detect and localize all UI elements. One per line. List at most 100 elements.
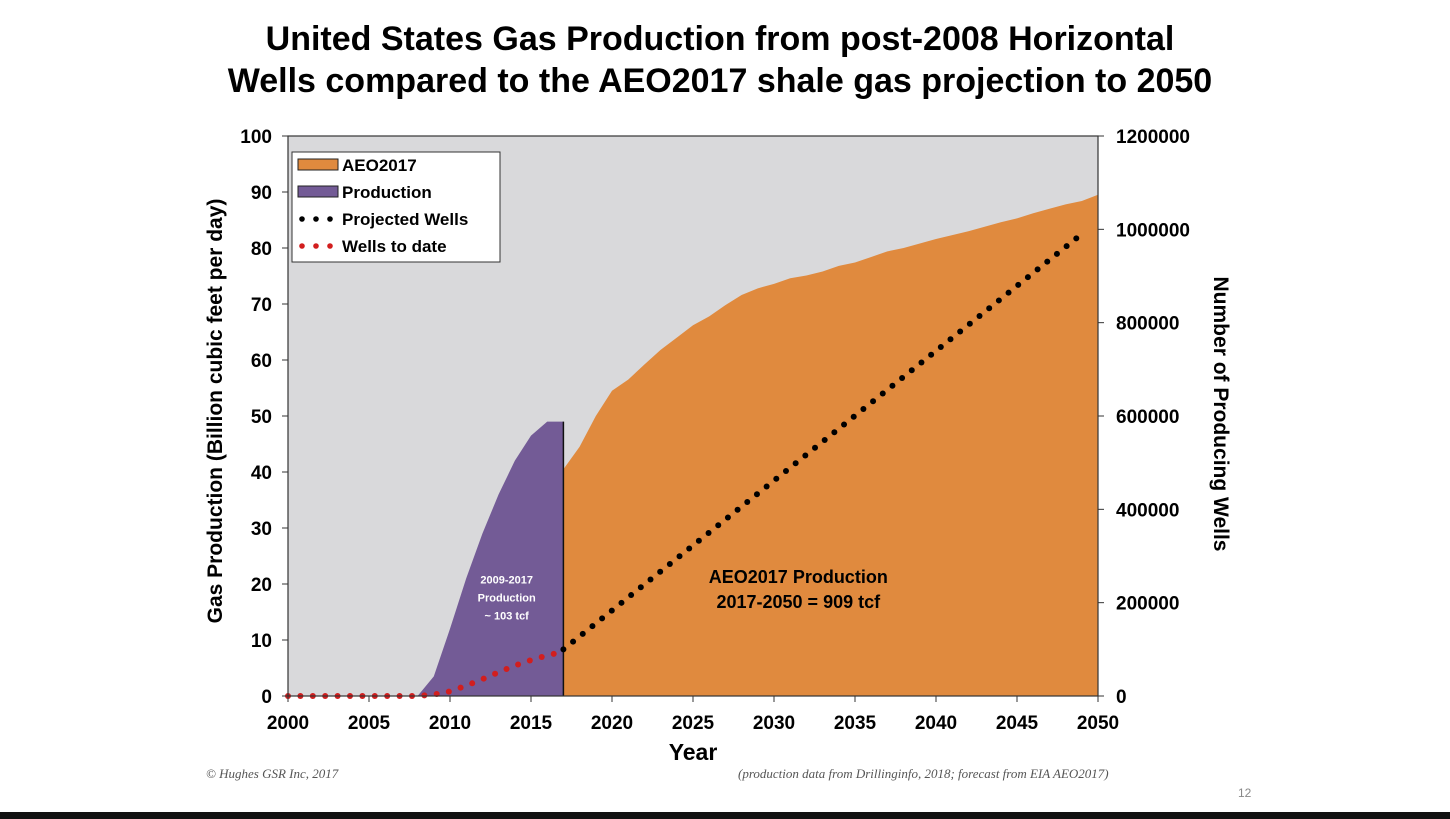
annotation-text-2: AEO2017 Production (709, 567, 888, 587)
chart-title-line2: Wells compared to the AEO2017 shale gas … (227, 62, 1213, 100)
y-tick-label: 50 (251, 407, 272, 428)
projected-wells-dot (821, 436, 828, 443)
projected-wells-dot (1024, 274, 1031, 281)
projected-wells-dot (1063, 243, 1070, 250)
x-tick-label: 2045 (996, 713, 1039, 734)
annotation-text-2: 2017-2050 = 909 tcf (716, 592, 881, 612)
projected-wells-dot (889, 382, 896, 389)
projected-wells-dot (928, 351, 935, 358)
y2-tick-label: 600000 (1116, 407, 1179, 428)
projected-wells-dot (676, 553, 683, 560)
projected-wells-dot (705, 530, 712, 537)
wells-to-date-dot (526, 657, 533, 664)
y-tick-label: 40 (251, 463, 272, 484)
projected-wells-dot (1044, 258, 1051, 265)
x-tick-label: 2030 (753, 713, 795, 734)
annotation-text-1: ~ 103 tcf (485, 611, 530, 623)
legend-label: Wells to date (342, 237, 447, 256)
projected-wells-dot (947, 336, 954, 343)
legend-swatch (297, 185, 339, 198)
chart-title-line1: United States Gas Production from post-2… (265, 20, 1175, 58)
y2-tick-label: 400000 (1116, 500, 1179, 521)
projected-wells-dot (995, 297, 1002, 304)
source-footer: (production data from Drillinginfo, 2018… (738, 766, 1109, 781)
projected-wells-dot (1005, 289, 1012, 296)
wells-to-date-dot (445, 688, 452, 695)
x-tick-label: 2040 (915, 713, 957, 734)
projected-wells-dot (666, 561, 673, 568)
x-axis-title: Year (669, 739, 718, 765)
x-tick-label: 2020 (591, 713, 633, 734)
projected-wells-dot (715, 522, 722, 529)
legend-swatch-dot (313, 243, 319, 249)
projected-wells-dot (850, 413, 857, 420)
y-tick-label: 30 (251, 519, 272, 540)
projected-wells-dot (724, 514, 731, 521)
projected-wells-dot (870, 398, 877, 405)
y-tick-label: 100 (240, 127, 272, 148)
projected-wells-dot (773, 475, 780, 482)
legend-swatch-dot (327, 243, 333, 249)
projected-wells-dot (841, 421, 848, 428)
projected-wells-dot (966, 320, 973, 327)
copyright-footer: © Hughes GSR Inc, 2017 (206, 766, 339, 781)
y-tick-label: 90 (251, 183, 272, 204)
legend-label: Production (342, 183, 432, 202)
projected-wells-dot (1034, 266, 1041, 273)
bottom-divider (0, 812, 1450, 819)
projected-wells-dot (831, 429, 838, 436)
projected-wells-dot (792, 460, 799, 467)
projected-wells-dot (782, 468, 789, 475)
y-tick-label: 80 (251, 239, 272, 260)
projected-wells-dot (879, 390, 886, 397)
wells-to-date-dot (550, 650, 557, 657)
y2-tick-label: 1200000 (1116, 127, 1190, 148)
y2-tick-label: 0 (1116, 687, 1127, 708)
projected-wells-dot (657, 568, 664, 575)
x-tick-label: 2005 (348, 713, 391, 734)
y-tick-label: 20 (251, 575, 272, 596)
legend-label: AEO2017 (342, 156, 417, 175)
aeo2017-area (563, 194, 1098, 697)
projected-wells-dot (899, 374, 906, 381)
projected-wells-dot (812, 444, 819, 451)
projected-wells-dot (744, 499, 751, 506)
projected-wells-dot (753, 491, 760, 498)
y-tick-label: 0 (261, 687, 272, 708)
projected-wells-dot (589, 623, 596, 630)
wells-to-date-dot (515, 661, 522, 668)
y-tick-label: 10 (251, 631, 272, 652)
y2-axis-title: Number of Producing Wells (1209, 277, 1232, 552)
projected-wells-dot (1053, 250, 1060, 257)
legend-swatch-dot (313, 216, 319, 222)
x-tick-label: 2010 (429, 713, 471, 734)
legend-swatch-dot (299, 216, 305, 222)
projected-wells-dot (937, 343, 944, 350)
projected-wells-dot (637, 584, 644, 591)
projected-wells-dot (686, 545, 693, 552)
wells-to-date-dot (503, 665, 510, 672)
y2-tick-label: 800000 (1116, 314, 1179, 335)
projected-wells-dot (608, 607, 615, 614)
wells-to-date-dot (538, 653, 545, 660)
legend-swatch (297, 158, 339, 171)
wells-to-date-dot (469, 680, 476, 687)
legend-label: Projected Wells (342, 210, 468, 229)
wells-to-date-dot (480, 675, 487, 682)
projected-wells-dot (579, 630, 586, 637)
projected-wells-dot (1073, 235, 1080, 242)
projected-wells-dot (1015, 281, 1022, 288)
x-tick-label: 2000 (267, 713, 309, 734)
projected-wells-dot (628, 592, 635, 599)
projected-wells-dot (957, 328, 964, 335)
slide-number: 12 (1238, 786, 1252, 800)
wells-to-date-dot (457, 684, 464, 691)
legend-swatch-dot (299, 243, 305, 249)
projected-wells-dot (560, 646, 567, 653)
projected-wells-dot (918, 359, 925, 366)
production-area (417, 421, 564, 696)
wells-to-date-dot (492, 670, 499, 677)
y-tick-label: 60 (251, 351, 272, 372)
projected-wells-dot (802, 452, 809, 459)
projected-wells-dot (976, 312, 983, 319)
